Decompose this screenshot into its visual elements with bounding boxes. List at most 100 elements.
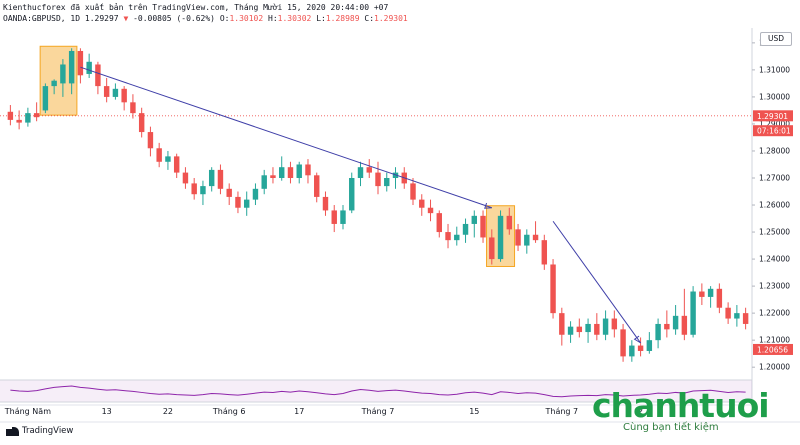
- x-tick-label: Tháng Năm: [4, 407, 51, 416]
- candle: [734, 305, 740, 327]
- candle-body: [602, 318, 609, 335]
- candle-body: [42, 86, 49, 111]
- candle: [7, 105, 14, 126]
- currency-button[interactable]: USD: [760, 32, 792, 46]
- candle-body: [716, 288, 723, 308]
- x-tick-label: Tháng 6: [212, 407, 246, 416]
- candle-body: [611, 318, 618, 330]
- candle-body: [427, 207, 434, 214]
- candle: [243, 191, 250, 216]
- candle-body: [217, 169, 224, 189]
- candle-body: [95, 64, 101, 87]
- price-tag: 1.29301: [753, 110, 793, 122]
- watermark-text: chanhtuoi: [592, 386, 770, 425]
- price-change: -0.00805 (-0.62%): [133, 14, 215, 23]
- candle-body: [296, 164, 302, 178]
- candle: [208, 167, 215, 192]
- candle-body: [235, 196, 241, 208]
- candle-body: [208, 169, 215, 187]
- candle-body: [699, 291, 705, 297]
- y-tick-label: 1.29000: [759, 119, 790, 128]
- candle: [112, 83, 119, 100]
- price-tag-label: 07:16:01: [757, 127, 791, 136]
- x-tick-label: 13: [102, 407, 112, 416]
- symbol-label[interactable]: OANDA:GBPUSD, 1D: [3, 14, 81, 23]
- trendline: [552, 220, 641, 344]
- candle: [375, 161, 381, 195]
- ohlc-legend: OANDA:GBPUSD, 1D 1.29297 ▼ -0.00805 (-0.…: [3, 14, 408, 23]
- y-tick-label: 1.21000: [759, 336, 790, 345]
- candle-body: [419, 199, 425, 208]
- candle: [532, 221, 539, 243]
- candle: [366, 159, 372, 178]
- watermark-subtitle: Cùng bạn tiết kiệm: [623, 422, 719, 433]
- trendline: [80, 66, 492, 209]
- candle-body: [524, 234, 530, 246]
- candle: [646, 332, 653, 354]
- candle: [95, 61, 101, 95]
- y-tick-label: 1.28000: [759, 146, 790, 155]
- candle: [454, 226, 460, 246]
- candle-body: [646, 340, 653, 351]
- open-value: 1.30102: [229, 14, 264, 23]
- candle: [471, 210, 477, 238]
- candle: [252, 183, 259, 206]
- x-tick-label: Tháng 7: [544, 407, 578, 416]
- candle: [690, 286, 696, 338]
- candle: [384, 172, 390, 192]
- candle: [497, 210, 504, 262]
- candle: [182, 167, 189, 189]
- candle-body: [384, 178, 390, 187]
- candle-body: [436, 213, 442, 233]
- candle: [25, 107, 31, 127]
- candle-body: [734, 313, 740, 319]
- close-value: 1.29301: [374, 14, 408, 23]
- change-arrow-icon: ▼: [123, 14, 129, 23]
- candle: [138, 107, 145, 138]
- candle: [506, 207, 513, 235]
- candle: [322, 191, 329, 216]
- chanhtuoi-watermark: chanhtuoi Cùng bạn tiết kiệm: [592, 388, 797, 440]
- candle: [664, 310, 670, 338]
- candle-body: [454, 234, 460, 241]
- y-tick-label: 1.31000: [759, 65, 790, 74]
- publish-info: Kienthucforex đã xuất bản trên TradingVi…: [3, 3, 389, 12]
- tradingview-logo[interactable]: TradingView: [6, 426, 73, 436]
- candle-body: [182, 172, 189, 184]
- candle-body: [305, 164, 311, 176]
- candle-body: [261, 175, 267, 189]
- candle: [60, 59, 66, 97]
- candle-body: [532, 234, 539, 241]
- candle: [156, 142, 162, 168]
- candle-body: [576, 326, 583, 333]
- x-tick-label: 22: [163, 407, 173, 416]
- last-price: 1.29297: [84, 14, 119, 23]
- candle-body: [173, 156, 180, 173]
- y-tick-label: 1.25000: [759, 228, 790, 237]
- candle: [445, 223, 451, 249]
- tradingview-icon: [6, 426, 19, 436]
- candle-body: [270, 175, 276, 178]
- candle-body: [331, 210, 337, 224]
- open-label: O:: [219, 14, 230, 23]
- candle-body: [445, 232, 451, 241]
- candle: [130, 94, 136, 119]
- candle-body: [655, 323, 661, 341]
- candle: [524, 229, 530, 254]
- candle: [349, 172, 355, 214]
- candle: [270, 167, 276, 184]
- candle: [699, 283, 705, 306]
- candle-body: [16, 119, 22, 123]
- candle: [716, 283, 723, 314]
- candle: [602, 310, 609, 341]
- candle-body: [620, 329, 626, 357]
- candle-body: [25, 113, 31, 123]
- candle-body: [410, 183, 416, 200]
- candle: [147, 126, 154, 157]
- candle: [217, 164, 224, 195]
- candle-body: [471, 215, 477, 224]
- candle-body: [314, 175, 320, 197]
- candle: [287, 161, 294, 184]
- candle-body: [322, 196, 329, 211]
